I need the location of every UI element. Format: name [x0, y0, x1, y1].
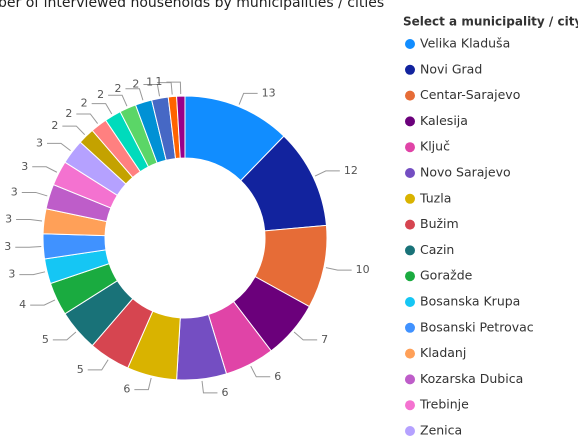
- leader-line: [201, 380, 218, 394]
- legend-item[interactable]: Tuzla: [419, 190, 451, 205]
- leader-line: [166, 81, 182, 95]
- legend-item[interactable]: Bosanska Krupa: [420, 294, 520, 309]
- legend-marker[interactable]: [405, 426, 415, 436]
- leader-line: [16, 219, 43, 222]
- legend-item[interactable]: Kladanj: [420, 345, 466, 360]
- legend-marker[interactable]: [405, 400, 415, 411]
- leader-line: [21, 191, 48, 197]
- leader-line: [32, 166, 58, 173]
- legend-item[interactable]: Kozarska Dubica: [420, 371, 523, 386]
- data-label: 7: [321, 333, 328, 346]
- legend-item[interactable]: Bosanski Petrovac: [420, 319, 534, 334]
- leader-line: [250, 365, 271, 378]
- leader-line: [52, 331, 77, 341]
- data-label: 12: [344, 164, 358, 177]
- data-label: 3: [5, 213, 12, 226]
- legend-item[interactable]: Novo Sarajevo: [420, 165, 511, 180]
- data-label: 3: [4, 240, 11, 253]
- legend-marker[interactable]: [405, 374, 415, 385]
- leader-line: [47, 142, 71, 152]
- data-label: 3: [8, 268, 15, 281]
- donut-slice: [176, 95, 186, 159]
- data-label: 1: [155, 75, 162, 88]
- leader-line: [143, 83, 161, 97]
- leader-line: [314, 170, 340, 177]
- data-label: 2: [114, 82, 121, 95]
- leader-line: [76, 113, 99, 124]
- leader-line: [325, 267, 352, 271]
- data-label: 3: [21, 160, 28, 173]
- legend-item[interactable]: Trebinje: [419, 397, 469, 412]
- data-label: 4: [19, 298, 26, 311]
- legend-item[interactable]: Centar-Sarajevo: [420, 87, 520, 102]
- legend-marker[interactable]: [405, 64, 415, 75]
- leader-line: [15, 246, 42, 248]
- legend-item[interactable]: Cazin: [420, 242, 454, 257]
- legend-marker[interactable]: [405, 348, 415, 359]
- leader-line: [91, 103, 113, 115]
- legend-marker[interactable]: [405, 322, 415, 333]
- data-label: 3: [11, 185, 18, 198]
- leader-line: [125, 88, 144, 101]
- legend-marker[interactable]: [405, 245, 415, 256]
- legend-item[interactable]: Zenica: [420, 423, 462, 438]
- data-label: 13: [262, 86, 276, 99]
- data-label: 2: [51, 119, 58, 132]
- legend-item[interactable]: Bužim: [420, 216, 459, 231]
- data-label: 2: [81, 97, 88, 110]
- legend-item[interactable]: Kalesija: [420, 113, 468, 128]
- data-label: 5: [42, 333, 49, 346]
- legend-marker[interactable]: [405, 142, 415, 153]
- legend-marker[interactable]: [405, 90, 415, 101]
- legend-marker[interactable]: [405, 219, 415, 230]
- legend-item[interactable]: Goražde: [420, 268, 473, 283]
- legend-marker[interactable]: [405, 168, 415, 178]
- legend-item[interactable]: Velika Kladuša: [420, 36, 510, 51]
- data-label: 2: [132, 77, 139, 90]
- leader-line: [87, 359, 109, 371]
- data-label: 5: [77, 363, 84, 376]
- legend-marker[interactable]: [405, 297, 415, 307]
- leader-line: [62, 125, 86, 136]
- legend-title: Select a municipality / city: [403, 15, 578, 29]
- legend-marker[interactable]: [405, 116, 415, 127]
- data-label: 1: [146, 76, 153, 89]
- legend-marker[interactable]: [405, 39, 415, 49]
- legend-item[interactable]: Novi Grad: [420, 61, 482, 76]
- leader-line: [19, 271, 46, 276]
- legend-marker[interactable]: [405, 271, 415, 282]
- legend-marker[interactable]: [405, 193, 415, 204]
- legend-item[interactable]: Ključ: [420, 139, 450, 154]
- data-label: 6: [123, 383, 130, 396]
- leader-line: [30, 299, 56, 306]
- data-label: 3: [36, 136, 43, 149]
- data-label: 10: [356, 263, 370, 276]
- leader-line: [238, 92, 258, 105]
- data-label: 2: [97, 88, 104, 101]
- leader-line: [108, 94, 128, 107]
- chart-title: ber of interviewed households by municip…: [0, 0, 384, 11]
- data-label: 6: [274, 370, 281, 383]
- leader-line: [134, 377, 152, 391]
- data-label: 6: [221, 386, 228, 399]
- leader-line: [157, 82, 173, 95]
- data-label: 2: [65, 107, 72, 120]
- leader-line: [293, 331, 318, 341]
